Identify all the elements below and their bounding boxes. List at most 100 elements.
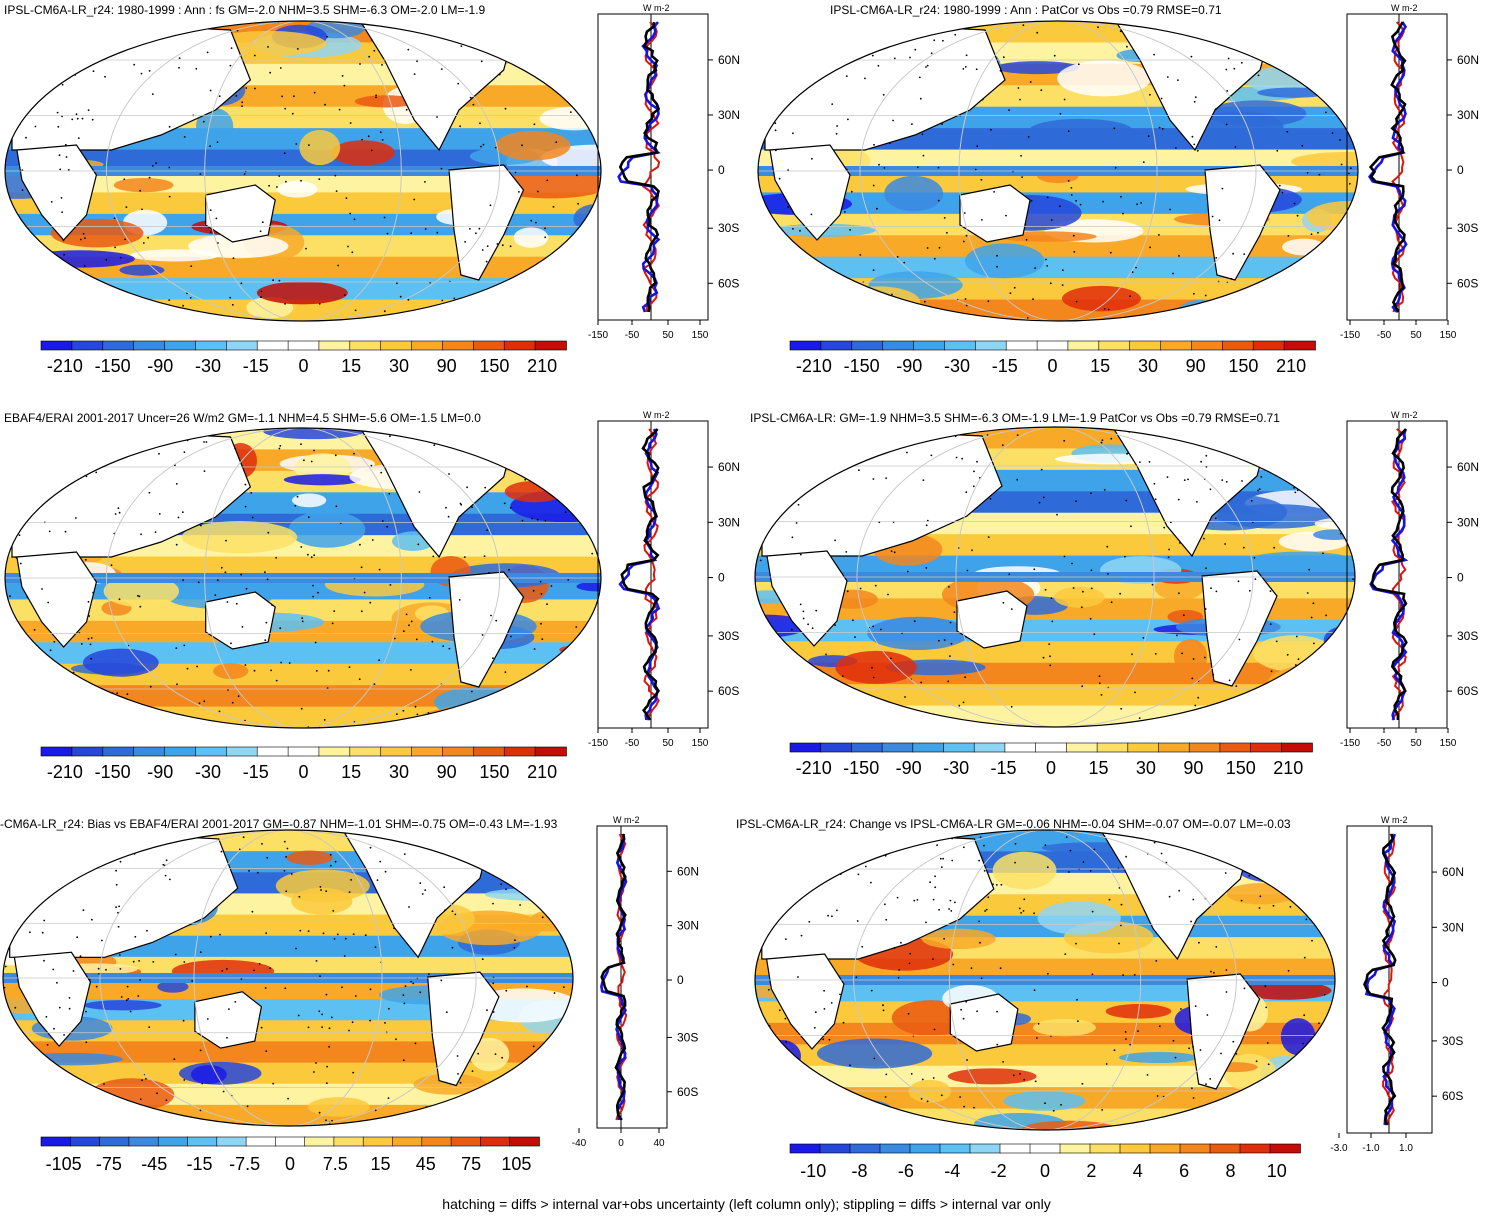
stipple-dot [1295, 635, 1298, 638]
stipple-dot [1257, 489, 1259, 492]
stipple-dot [464, 241, 466, 243]
stipple-dot [980, 977, 983, 980]
stipple-dot [307, 516, 310, 519]
stipple-dot [71, 118, 74, 121]
stipple-dot [85, 475, 88, 478]
stipple-dot [569, 496, 572, 498]
stipple-dot [118, 511, 121, 514]
field-patch [119, 264, 165, 276]
colorbar-swatch [1004, 742, 1037, 753]
stipple-dot [1183, 479, 1186, 481]
stipple-dot [1018, 907, 1021, 910]
stipple-dot [148, 1026, 151, 1028]
stipple-dot [1215, 946, 1218, 948]
stipple-dot [865, 45, 868, 47]
stipple-dot [1258, 488, 1261, 490]
stipple-dot [496, 1095, 499, 1097]
colorbar-swatch [1191, 340, 1224, 351]
stipple-dot [140, 72, 143, 75]
stipple-dot [1191, 1087, 1193, 1090]
stipple-dot [348, 666, 351, 668]
stipple-dot [279, 445, 282, 447]
stipple-dot [267, 46, 269, 48]
colorbar-swatch [851, 340, 884, 351]
colorbar-swatch [1239, 1143, 1271, 1154]
stipple-dot [1032, 298, 1034, 301]
stipple-dot [1273, 546, 1275, 549]
continent [765, 953, 845, 1050]
colorbar-swatch [1059, 1143, 1091, 1154]
stipple-dot [1138, 830, 1141, 833]
stipple-dot [1267, 1063, 1270, 1066]
stipple-dot [82, 909, 85, 912]
colorbar-label: 0 [298, 356, 308, 376]
stipple-dot [925, 716, 927, 719]
colorbar-label: 90 [1183, 758, 1203, 778]
stipple-dot [519, 904, 521, 906]
stipple-dot [279, 67, 282, 69]
stipple-dot [1023, 898, 1026, 901]
stipple-dot [485, 260, 488, 263]
stipple-dot [414, 1042, 417, 1045]
stipple-dot [569, 111, 572, 113]
colorbar-label: -30 [195, 762, 221, 782]
stipple-dot [573, 673, 575, 676]
field-patch [1259, 1081, 1322, 1110]
stipple-dot [118, 954, 121, 956]
stipple-dot [903, 261, 906, 264]
stipple-dot [393, 838, 396, 840]
colorbar-swatch [849, 1143, 881, 1154]
stipple-dot [1194, 704, 1197, 707]
stipple-dot [943, 217, 946, 219]
stipple-dot [948, 908, 950, 910]
stipple-dot [310, 556, 313, 559]
field-patch [1306, 200, 1358, 232]
stipple-dot [272, 1082, 275, 1085]
colorbar-swatch [1269, 1143, 1301, 1154]
stipple-dot [825, 653, 827, 656]
stipple-dot [1049, 655, 1051, 658]
stipple-dot [1153, 53, 1155, 56]
stipple-dot [78, 1096, 80, 1099]
profile-lat-label: 30N [718, 108, 740, 122]
stipple-dot [981, 98, 984, 101]
meridian-line [99, 830, 477, 1126]
stipple-dot [1223, 439, 1225, 441]
stipple-dot [19, 562, 22, 565]
stipple-dot [1225, 991, 1228, 993]
stipple-dot [517, 838, 520, 841]
stipple-dot [354, 309, 357, 312]
stipple-dot [1061, 269, 1064, 272]
stipple-dot [892, 119, 894, 122]
colorbar-label: -2 [991, 1161, 1007, 1181]
stipple-dot [1033, 912, 1035, 915]
stipple-dot [1178, 889, 1181, 892]
stipple-dot [960, 1008, 962, 1011]
stipple-dot [1190, 55, 1193, 58]
stipple-dot [388, 726, 390, 728]
field-band [758, 235, 1358, 258]
colorbar-label: -75 [96, 1154, 122, 1174]
stipple-dot [307, 553, 309, 556]
stipple-dot [805, 21, 808, 23]
stipple-dot [1076, 998, 1078, 1001]
stipple-dot [1120, 195, 1122, 198]
colorbar-swatch [1035, 742, 1068, 753]
stipple-dot [98, 972, 100, 975]
colorbar-swatch [411, 746, 444, 757]
stipple-dot [335, 190, 338, 193]
stipple-dot [175, 647, 178, 649]
stipple-dot [387, 1097, 390, 1099]
stipple-dot [797, 976, 799, 978]
field-patch [291, 493, 327, 508]
stipple-dot [767, 988, 770, 991]
stipple-dot [1269, 623, 1272, 625]
stipple-dot [298, 895, 301, 898]
stipple-dot [1131, 271, 1134, 274]
stipple-dot [855, 705, 857, 708]
stipple-dot [1044, 844, 1047, 847]
stipple-dot [943, 937, 945, 940]
stipple-dot [18, 1121, 21, 1124]
